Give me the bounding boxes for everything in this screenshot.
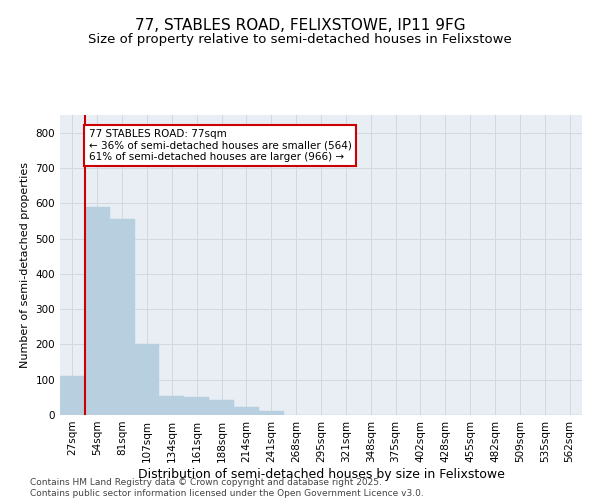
Bar <box>259 412 284 415</box>
X-axis label: Distribution of semi-detached houses by size in Felixstowe: Distribution of semi-detached houses by … <box>137 468 505 480</box>
Y-axis label: Number of semi-detached properties: Number of semi-detached properties <box>20 162 30 368</box>
Text: Contains HM Land Registry data © Crown copyright and database right 2025.
Contai: Contains HM Land Registry data © Crown c… <box>30 478 424 498</box>
Text: Size of property relative to semi-detached houses in Felixstowe: Size of property relative to semi-detach… <box>88 32 512 46</box>
Bar <box>134 344 160 415</box>
Bar <box>110 219 134 415</box>
Bar <box>85 207 110 415</box>
Text: 77, STABLES ROAD, FELIXSTOWE, IP11 9FG: 77, STABLES ROAD, FELIXSTOWE, IP11 9FG <box>134 18 466 32</box>
Bar <box>160 396 184 415</box>
Bar <box>60 376 85 415</box>
Bar <box>209 400 234 415</box>
Text: 77 STABLES ROAD: 77sqm
← 36% of semi-detached houses are smaller (564)
61% of se: 77 STABLES ROAD: 77sqm ← 36% of semi-det… <box>89 129 352 162</box>
Bar <box>234 407 259 415</box>
Bar <box>184 398 209 415</box>
